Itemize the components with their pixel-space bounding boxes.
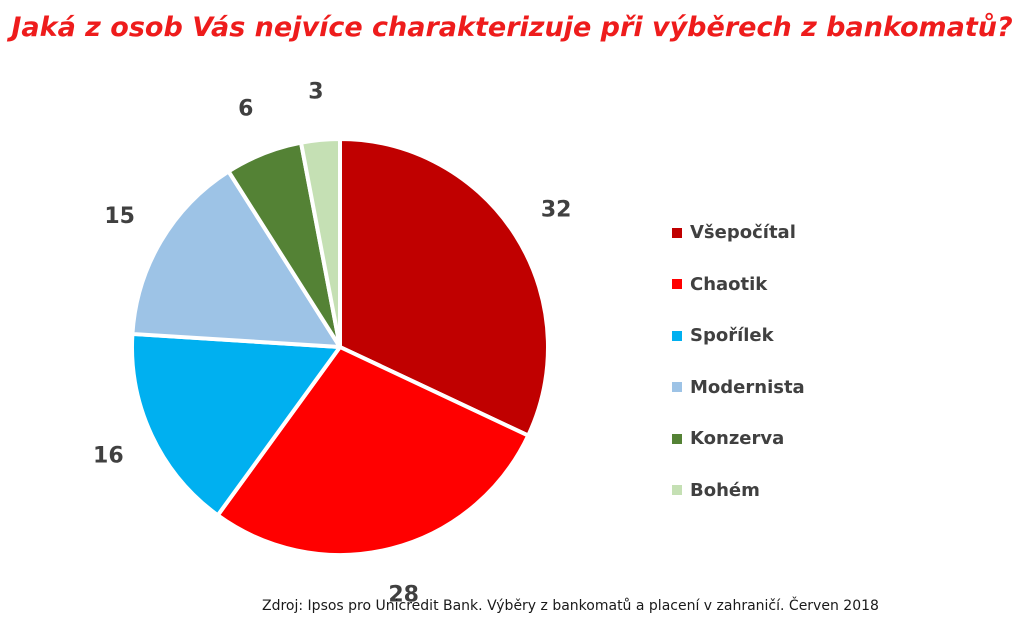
legend-label: Konzerva — [690, 428, 785, 450]
chart-title: Jaká z osob Vás nejvíce charakterizuje p… — [11, 12, 1013, 43]
data-label-bohem: 3 — [308, 80, 323, 105]
data-label-konzerva: 6 — [238, 96, 253, 121]
legend-item-chaotik: Chaotik — [672, 259, 805, 311]
legend-item-sporilek: Spořílek — [672, 310, 805, 362]
chart-legend: Všepočítal Chaotik Spořílek Modernista Konze… — [672, 207, 805, 516]
data-label-sporilek: 16 — [93, 443, 124, 468]
legend-swatch — [672, 227, 682, 238]
data-labels: 32 28 16 15 6 3 — [93, 80, 571, 608]
legend-swatch — [672, 485, 682, 496]
data-label-chaotik: 28 — [388, 582, 419, 607]
legend-swatch — [672, 433, 682, 444]
data-label-vsepocital: 32 — [541, 197, 572, 222]
legend-label: Modernista — [690, 376, 805, 398]
legend-swatch — [672, 382, 682, 393]
legend-label: Všepočítal — [690, 222, 796, 244]
source-note: Zdroj: Ipsos pro Unicredit Bank. Výběry … — [262, 598, 879, 614]
legend-label: Chaotik — [690, 273, 768, 295]
legend-item-bohem: Bohém — [672, 465, 805, 517]
pie-slices — [130, 137, 550, 557]
legend-label: Spořílek — [690, 325, 774, 347]
legend-swatch — [672, 279, 682, 290]
data-label-modernista: 15 — [104, 204, 135, 229]
pie-slice-chaotik — [215, 345, 531, 557]
legend-item-vsepocital: Všepočítal — [672, 207, 805, 259]
pie-slice-bohem — [299, 137, 342, 349]
legend-item-konzerva: Konzerva — [672, 413, 805, 465]
legend-label: Bohém — [690, 479, 760, 501]
pie-slice-sporilek — [130, 331, 342, 518]
legend-item-modernista: Modernista — [672, 362, 805, 414]
pie-slice-vsepocital — [338, 137, 550, 438]
pie-slice-modernista — [130, 169, 342, 349]
legend-swatch — [672, 330, 682, 341]
